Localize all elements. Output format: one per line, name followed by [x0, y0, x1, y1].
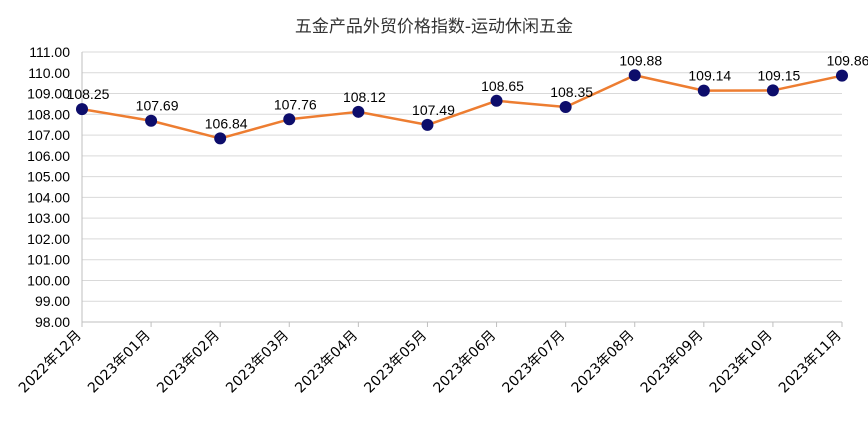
data-points: [76, 69, 848, 145]
x-tick-label: 2023年02月: [154, 328, 223, 397]
x-tick-label: 2023年09月: [638, 328, 707, 397]
y-tick-label: 104.00: [27, 189, 70, 205]
series-line: [81, 74, 843, 140]
y-tick-label: 101.00: [27, 252, 70, 268]
y-tick-label: 105.00: [27, 169, 70, 185]
data-label: 107.49: [412, 102, 455, 118]
data-point: [697, 84, 710, 97]
data-point: [283, 113, 296, 126]
data-label: 108.25: [67, 86, 110, 102]
data-label: 108.65: [481, 78, 524, 94]
data-point: [559, 101, 572, 114]
x-tick-label: 2023年01月: [85, 328, 154, 397]
data-point: [145, 114, 158, 127]
data-point: [352, 105, 365, 118]
data-label: 109.14: [688, 68, 731, 84]
data-label: 109.15: [757, 67, 800, 83]
data-label: 107.69: [136, 98, 179, 114]
data-point: [490, 94, 503, 107]
x-tick-label: 2023年07月: [500, 328, 569, 397]
x-tick-label: 2023年06月: [430, 328, 499, 397]
data-label: 106.84: [205, 115, 248, 131]
x-tick-label: 2023年03月: [223, 328, 292, 397]
x-tick-label: 2023年04月: [292, 328, 361, 397]
data-point: [766, 84, 779, 97]
chart-title: 五金产品外贸价格指数-运动休闲五金: [295, 17, 573, 37]
y-tick-label: 98.00: [35, 314, 70, 330]
y-tick-label: 102.00: [27, 231, 70, 247]
data-labels: 108.25 107.69 106.84 107.76 108.12 107.49 108.…: [67, 52, 868, 131]
x-axis: 2022年12月 2023年01月 2023年02月 2023年03月 2023年04月…: [16, 321, 845, 397]
y-tick-label: 109.00: [27, 86, 70, 102]
data-point: [836, 69, 848, 82]
data-point: [76, 103, 88, 116]
data-point: [214, 132, 227, 145]
y-tick-label: 99.00: [35, 293, 70, 309]
y-tick-label: 107.00: [27, 127, 70, 143]
x-tick-label: 2023年11月: [776, 328, 845, 397]
data-point: [421, 118, 434, 131]
x-tick-label: 2023年05月: [361, 328, 430, 397]
gridlines: [82, 51, 842, 323]
data-label: 109.88: [619, 52, 662, 68]
x-tick-label: 2023年08月: [569, 328, 638, 397]
y-tick-label: 106.00: [27, 148, 70, 164]
data-point: [628, 69, 641, 82]
y-tick-label: 103.00: [27, 210, 70, 226]
y-tick-label: 110.00: [28, 65, 70, 81]
x-tick-label: 2023年10月: [707, 328, 776, 397]
data-label: 108.35: [550, 84, 593, 100]
data-label: 108.12: [343, 89, 386, 105]
y-tick-label: 108.00: [27, 106, 70, 122]
data-label: 107.76: [274, 96, 317, 112]
y-axis: 111.00 110.00 109.00 108.00 107.00 106.00 105.…: [27, 44, 83, 330]
x-tick-label: 2022年12月: [16, 328, 85, 397]
y-tick-label: 111.00: [29, 44, 70, 60]
series-line-path: [81, 74, 843, 140]
data-label: 109.86: [827, 53, 868, 69]
y-tick-label: 100.00: [27, 272, 70, 288]
